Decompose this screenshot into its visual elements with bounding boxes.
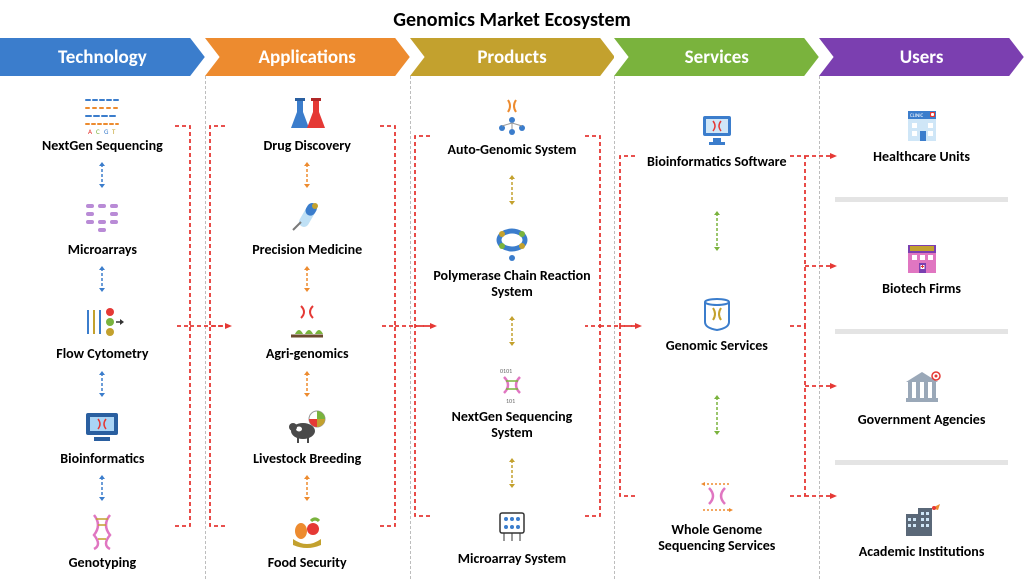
microarray-system-icon	[490, 505, 534, 549]
item-label: Auto-Genomic System	[448, 142, 577, 158]
item-microarray-system: Microarray System	[416, 505, 609, 567]
item-wgs: Whole Genome Sequencing Services	[620, 476, 813, 554]
bioinformatics-icon	[80, 405, 124, 449]
item-pcr: Polymerase Chain Reaction System	[416, 222, 609, 300]
microarray-icon	[80, 196, 124, 240]
item-government: Government Agencies	[825, 366, 1018, 428]
item-label: Drug Discovery	[263, 138, 350, 154]
clinic-icon: CLINIC	[900, 103, 944, 147]
precision-medicine-icon	[285, 196, 329, 240]
item-label: Flow Cytometry	[56, 346, 148, 362]
item-biotech: Biotech Firms	[825, 235, 1018, 297]
col-services: Bioinformatics Software Genomic Services	[614, 76, 819, 579]
pcr-icon	[490, 222, 534, 266]
chevron-label: Services	[685, 46, 749, 69]
item-label: Precision Medicine	[252, 242, 362, 258]
item-bio-software: Bioinformatics Software	[620, 108, 813, 170]
chevron-label: Applications	[258, 46, 355, 69]
sequencing-icon: ACGT	[80, 92, 124, 136]
chevron-technology: Technology	[0, 38, 205, 76]
page-title: Genomics Market Ecosystem	[0, 0, 1024, 38]
genotyping-icon	[80, 509, 124, 553]
svg-text:101: 101	[506, 397, 515, 405]
item-label: Government Agencies	[858, 412, 986, 428]
item-auto-genomic: Auto-Genomic System	[416, 96, 609, 158]
item-label: Microarray System	[458, 551, 566, 567]
columns: ACGT NextGen Sequencing Microarrays	[0, 76, 1024, 579]
academic-icon	[900, 498, 944, 542]
item-label: Microarrays	[68, 242, 137, 258]
item-label: Food Security	[268, 555, 347, 571]
col-applications: Drug Discovery Precision Medicine	[205, 76, 410, 579]
svg-text:C: C	[96, 127, 100, 136]
chevron-label: Users	[900, 46, 944, 69]
item-label: Biotech Firms	[882, 281, 961, 297]
drug-discovery-icon	[285, 92, 329, 136]
user-divider	[835, 460, 1009, 465]
col-products: Auto-Genomic System Polymerase Chain Rea…	[410, 76, 615, 579]
user-divider	[835, 197, 1009, 202]
item-label: Genotyping	[69, 555, 137, 571]
item-microarrays: Microarrays	[6, 196, 199, 258]
item-label: Genomic Services	[666, 338, 768, 354]
item-academic: Academic Institutions	[825, 498, 1018, 560]
chevron-products: Products	[410, 38, 615, 76]
item-nextgen-sequencing: ACGT NextGen Sequencing	[6, 92, 199, 154]
chevron-services: Services	[614, 38, 819, 76]
item-genomic-services: Genomic Services	[620, 292, 813, 354]
agri-genomics-icon	[285, 300, 329, 344]
item-bioinformatics: Bioinformatics	[6, 405, 199, 467]
svg-text:T: T	[112, 127, 116, 136]
ngs-system-icon: 0101 101	[490, 363, 534, 407]
item-food-security: Food Security	[211, 509, 404, 571]
item-livestock: Livestock Breeding	[211, 405, 404, 467]
auto-genomic-icon	[490, 96, 534, 140]
food-security-icon	[285, 509, 329, 553]
item-drug-discovery: Drug Discovery	[211, 92, 404, 154]
chevron-users: Users	[819, 38, 1024, 76]
wgs-icon	[695, 476, 739, 520]
item-ngs-system: 0101 101 NextGen Sequencing System	[416, 363, 609, 441]
svg-text:G: G	[104, 127, 109, 136]
chevron-row: Technology Applications Products Service…	[0, 38, 1024, 76]
chevron-applications: Applications	[205, 38, 410, 76]
col-technology: ACGT NextGen Sequencing Microarrays	[0, 76, 205, 579]
item-label: Healthcare Units	[873, 149, 970, 165]
user-divider	[835, 329, 1009, 334]
item-label: Bioinformatics Software	[647, 154, 787, 170]
item-label: Academic Institutions	[859, 544, 985, 560]
item-precision-medicine: Precision Medicine	[211, 196, 404, 258]
item-agri-genomics: Agri-genomics	[211, 300, 404, 362]
chevron-label: Technology	[58, 46, 147, 69]
item-flow-cytometry: Flow Cytometry	[6, 300, 199, 362]
item-genotyping: Genotyping	[6, 509, 199, 571]
livestock-icon	[285, 405, 329, 449]
item-label: Polymerase Chain Reaction System	[432, 268, 592, 300]
item-label: NextGen Sequencing System	[432, 409, 592, 441]
item-label: NextGen Sequencing	[42, 138, 163, 154]
genomic-services-icon	[695, 292, 739, 336]
col-users: CLINIC Healthcare Units	[819, 76, 1024, 579]
svg-text:0101: 0101	[500, 367, 512, 375]
item-healthcare: CLINIC Healthcare Units	[825, 103, 1018, 165]
item-label: Agri-genomics	[266, 346, 349, 362]
chevron-label: Products	[477, 46, 546, 69]
svg-text:CLINIC: CLINIC	[910, 113, 924, 119]
item-label: Livestock Breeding	[253, 451, 361, 467]
item-label: Whole Genome Sequencing Services	[637, 522, 797, 554]
flow-cytometry-icon	[80, 300, 124, 344]
item-label: Bioinformatics	[60, 451, 144, 467]
government-icon	[900, 366, 944, 410]
svg-text:A: A	[88, 127, 93, 136]
biotech-icon	[900, 235, 944, 279]
bio-software-icon	[695, 108, 739, 152]
